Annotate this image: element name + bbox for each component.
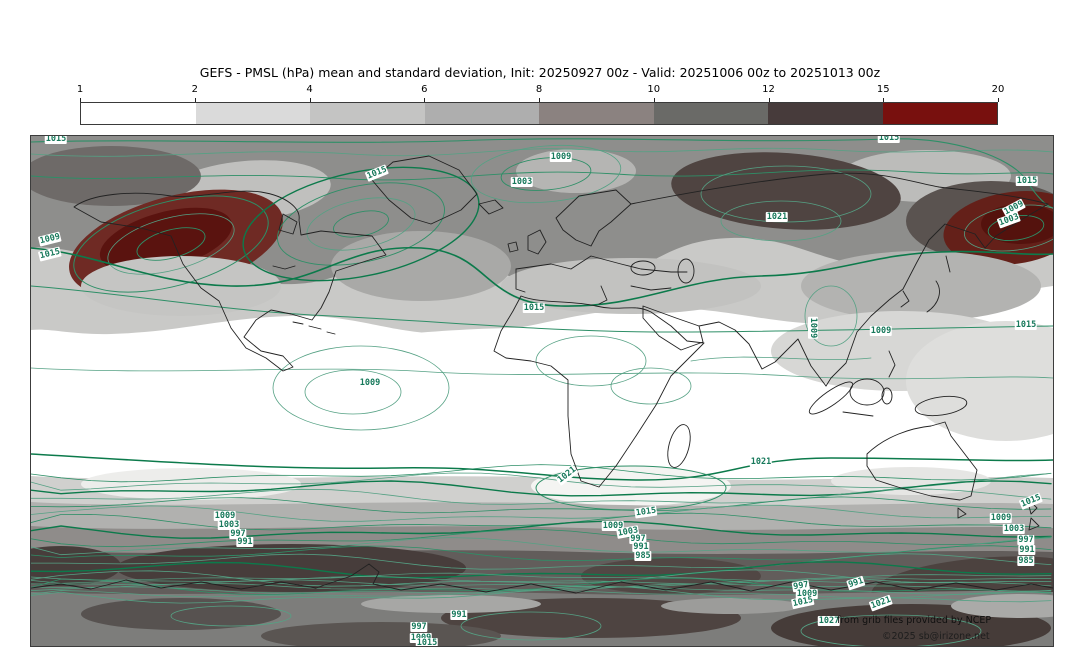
colorbar-tick — [883, 98, 885, 102]
colorbar-segment — [424, 103, 539, 124]
map-coastline-layer — [31, 155, 1053, 594]
colorbar-labels: 1 2 4 6 8 10 12 15 20 — [76, 84, 1005, 98]
pressure-label: 1015 — [1015, 176, 1039, 186]
credit-copyright: ©2025 sb@irizone.net — [882, 631, 990, 642]
pressure-label: 1003 — [217, 520, 241, 530]
colorbar-label: 20 — [991, 84, 1005, 95]
colorbar-ticks — [80, 98, 999, 102]
pressure-label: 991 — [632, 542, 650, 552]
colorbar-label: 10 — [647, 84, 661, 95]
colorbar-tick — [194, 98, 196, 102]
colorbar-segment — [653, 103, 768, 124]
colorbar-bar — [80, 102, 998, 125]
pressure-label: 1015 — [1014, 320, 1038, 330]
pressure-label: 997 — [229, 529, 247, 539]
colorbar-tick — [998, 98, 999, 102]
pressure-label: 1021 — [765, 212, 789, 222]
colorbar-segment — [539, 103, 654, 124]
colorbar-tick — [539, 98, 540, 102]
pressure-label: 1003 — [1002, 524, 1026, 534]
pressure-label: 1009 — [213, 511, 237, 521]
pressure-label: 1003 — [510, 177, 534, 187]
pressure-label: 1009 — [549, 152, 573, 162]
colorbar-tick — [653, 98, 655, 102]
pressure-label: 1009 — [808, 316, 818, 340]
map-canvas — [31, 136, 1053, 646]
colorbar-label: 1 — [76, 84, 84, 95]
colorbar-segment — [768, 103, 883, 124]
pressure-label: 1015 — [415, 638, 439, 647]
pressure-label: 1015 — [877, 135, 901, 143]
pressure-label: 991 — [450, 610, 468, 620]
colorbar-tick — [80, 98, 81, 102]
colorbar-label: 6 — [421, 84, 428, 95]
pressure-label: 985 — [634, 551, 652, 561]
colorbar-label: 8 — [535, 84, 543, 95]
colorbar-label: 15 — [876, 84, 890, 95]
map-contour-layer — [31, 138, 1053, 646]
pressure-label: 997 — [410, 622, 428, 632]
colorbar-segment — [310, 103, 425, 124]
colorbar-segment — [195, 103, 310, 124]
pressure-label: 1009 — [795, 589, 819, 599]
pressure-label: 1027 — [817, 616, 841, 626]
pressure-label: 1009 — [601, 521, 625, 531]
colorbar-segment — [882, 103, 997, 124]
pressure-label: 1015 — [522, 303, 546, 313]
pressure-label: 1009 — [989, 513, 1013, 523]
pressure-label: 1009 — [358, 378, 382, 388]
page-title: GEFS - PMSL (hPa) mean and standard devi… — [199, 65, 881, 80]
pressure-label: 991 — [1018, 545, 1036, 555]
colorbar-segment — [81, 103, 196, 124]
map-shading-layer — [31, 136, 1053, 646]
pressure-label: 997 — [1017, 535, 1035, 545]
colorbar-label: 4 — [306, 84, 313, 95]
colorbar-label: 2 — [191, 84, 198, 95]
colorbar-tick — [768, 98, 770, 102]
pressure-label: 997 — [629, 534, 647, 544]
colorbar-tick — [424, 98, 426, 102]
pressure-label: 1009 — [869, 326, 893, 336]
pressure-label: 1021 — [749, 457, 773, 467]
pressure-label: 1015 — [44, 135, 68, 144]
credit-ncep: from grib files provided by NCEP — [837, 615, 992, 626]
colorbar-tick — [309, 98, 311, 102]
pressure-label: 985 — [1017, 556, 1035, 566]
colorbar-label: 12 — [762, 84, 775, 95]
pressure-label: 991 — [236, 537, 254, 547]
colorbar: 1 2 4 6 8 10 12 15 20 — [76, 84, 1005, 125]
world-map: 1015 1009 1015 1015 1009 1003 1015 1015 1021 1009… — [30, 135, 1054, 647]
